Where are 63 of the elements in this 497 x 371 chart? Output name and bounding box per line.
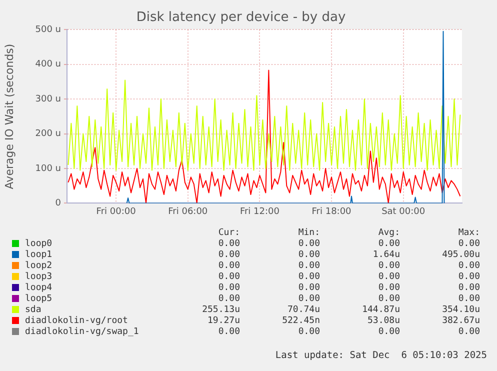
x-tick-label: Fri 12:00 [240, 206, 280, 217]
text: 0.00 [457, 327, 480, 338]
text: 0.00 [297, 239, 320, 250]
text: 0.00 [377, 239, 400, 250]
text: Cur: [217, 228, 240, 239]
legend-label: diadlokolin-vg/root [24, 316, 129, 327]
text: 0.00 [457, 239, 480, 250]
legend-label: loop2 [24, 261, 54, 272]
text: 382.67u [441, 316, 480, 327]
text: 0.00 [217, 239, 240, 250]
legend-label: sda [24, 305, 42, 316]
text: 0.00 [297, 283, 320, 294]
text: Last update: Sat Dec 6 05:10:03 2025 [275, 350, 487, 361]
legend-label: loop4 [24, 283, 54, 294]
legend-label: diadlokolin-vg/swap_1 [24, 327, 140, 338]
y-tick-label: 500 u [35, 24, 61, 35]
x-tick-label: Fri 18:00 [312, 206, 352, 217]
text: 495.00u [441, 250, 480, 261]
text: 0.00 [217, 294, 240, 305]
y-tick-label: 300 u [35, 94, 61, 104]
text: 0.00 [297, 250, 320, 261]
text: 0.00 [457, 272, 480, 283]
text: 0.00 [297, 261, 320, 272]
chart-title: Disk latency per device - by day [136, 10, 346, 26]
text: 19.27u [206, 316, 240, 327]
text: 0.00 [457, 261, 480, 272]
x-tick-label: Fri 00:00 [96, 206, 136, 217]
y-tick-label: 100 u [35, 164, 61, 174]
text: 70.74u [286, 305, 320, 316]
legend-label: loop0 [24, 239, 54, 250]
text: 0.00 [377, 261, 400, 272]
text: 0.00 [377, 272, 400, 283]
text: 53.08u [366, 316, 400, 327]
text: 0.00 [217, 327, 240, 338]
text: 144.87u [361, 305, 400, 316]
text: 255.13u [201, 305, 240, 316]
text: Min: [297, 228, 320, 239]
text: Avg: [377, 228, 400, 239]
text: 0.00 [217, 272, 240, 283]
legend-label: loop1 [24, 250, 54, 261]
y-tick-label: 400 u [35, 60, 61, 70]
text: Max: [457, 228, 480, 239]
text: 354.10u [441, 305, 480, 316]
text: 0.00 [297, 272, 320, 283]
x-tick-label: Sat 00:00 [382, 206, 426, 217]
text: 0.00 [217, 250, 240, 261]
text: 1.64u [372, 250, 400, 261]
y-tick-label: 0 [55, 198, 62, 209]
text: 0.00 [377, 283, 400, 294]
y-tick-label: 200 u [35, 129, 61, 140]
text: 0.00 [457, 294, 480, 305]
text: 0.00 [297, 327, 320, 338]
legend-label: loop5 [24, 294, 54, 305]
x-tick-label: Fri 06:00 [168, 206, 208, 217]
text: 0.00 [377, 327, 400, 338]
text: 522.45n [281, 316, 320, 327]
y-axis-title: Average IO Wait (seconds) [4, 43, 17, 189]
text: 0.00 [297, 294, 320, 305]
text: 0.00 [217, 283, 240, 294]
text: 0.00 [217, 261, 240, 272]
text: 0.00 [457, 283, 480, 294]
text: 0.00 [377, 294, 400, 305]
legend-label: loop3 [24, 272, 54, 283]
